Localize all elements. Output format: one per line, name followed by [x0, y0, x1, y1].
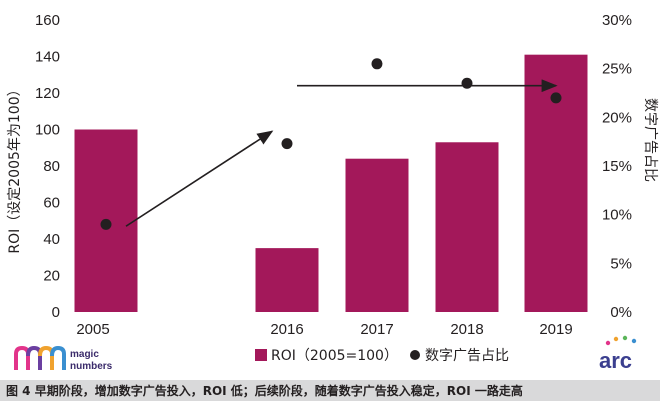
- y-axis-right-title: 数字广告占比: [642, 98, 658, 182]
- left-tick-100: 100: [35, 122, 60, 139]
- legend: ROI（2005=100） 数字广告占比: [255, 348, 509, 364]
- right-tick-15%: 15%: [602, 158, 632, 175]
- x-tick-2019: 2019: [539, 321, 572, 338]
- dot-2018: [461, 77, 473, 89]
- right-tick-25%: 25%: [602, 61, 632, 78]
- bar-2017: [345, 158, 409, 312]
- x-tick-2016: 2016: [270, 321, 303, 338]
- right-tick-30%: 30%: [602, 12, 632, 29]
- left-tick-40: 40: [43, 231, 60, 248]
- svg-text:magic: magic: [70, 349, 99, 360]
- svg-text:arc: arc: [599, 348, 632, 373]
- arc-logo: arc: [599, 335, 637, 373]
- left-tick-120: 120: [35, 85, 60, 102]
- figure-caption-bar: 图 4 早期阶段，增加数字广告投入，ROI 低；后续阶段，随着数字广告投入稳定，…: [0, 380, 660, 401]
- right-tick-5%: 5%: [610, 255, 632, 272]
- trend-arrow-1: [125, 130, 274, 227]
- legend-bar-label: ROI（2005=100）: [271, 348, 398, 364]
- dot-2017: [371, 58, 383, 70]
- y-axis-left-title: ROI（设定2005年为100）: [7, 82, 23, 253]
- dot-2016: [281, 138, 293, 150]
- left-tick-0: 0: [52, 304, 60, 321]
- legend-dot-label: 数字广告占比: [425, 348, 509, 364]
- right-tick-0%: 0%: [610, 304, 632, 321]
- bar-2018: [435, 142, 499, 312]
- magic-numbers-logo: magic numbers: [14, 345, 113, 372]
- left-tick-80: 80: [43, 158, 60, 175]
- dot-2005: [100, 218, 112, 230]
- right-tick-10%: 10%: [602, 207, 632, 224]
- right-tick-20%: 20%: [602, 109, 632, 126]
- svg-text:numbers: numbers: [70, 361, 113, 372]
- legend-dot-swatch: [410, 350, 420, 360]
- left-tick-20: 20: [43, 268, 60, 285]
- left-tick-140: 140: [35, 49, 60, 66]
- x-tick-2018: 2018: [450, 321, 483, 338]
- figure-caption: 图 4 早期阶段，增加数字广告投入，ROI 低；后续阶段，随着数字广告投入稳定，…: [6, 384, 523, 398]
- roi-chart: 0 20 40 60 80 100 120 140 160 0% 5% 10% 15% 20% 25% 30…: [7, 12, 658, 364]
- x-tick-2017: 2017: [360, 321, 393, 338]
- x-tick-2005: 2005: [76, 321, 109, 338]
- dot-2019: [550, 92, 562, 104]
- left-tick-60: 60: [43, 195, 60, 212]
- legend-bar-swatch: [255, 349, 267, 361]
- left-tick-160: 160: [35, 12, 60, 29]
- bar-2016: [255, 248, 319, 312]
